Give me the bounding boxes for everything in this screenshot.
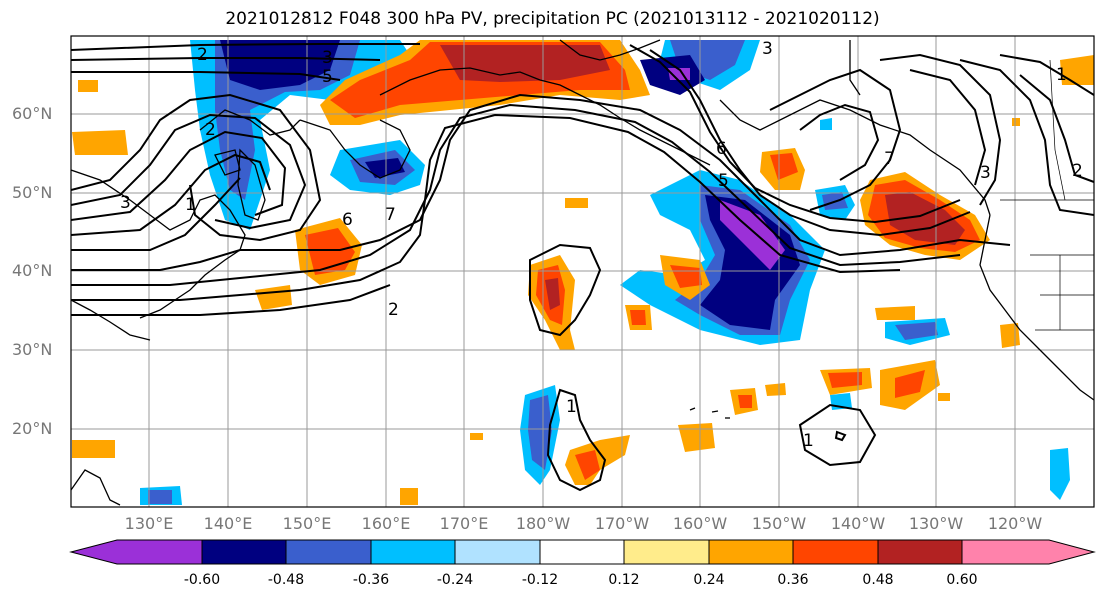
contour-label: 3 xyxy=(322,48,333,68)
lon-label: 130°E xyxy=(124,514,174,533)
negative-anomaly-small xyxy=(140,118,1070,505)
map-frame xyxy=(70,35,1095,508)
lat-label: 60°N xyxy=(12,104,53,123)
contour-label: 6 xyxy=(716,139,727,159)
negative-anomaly-northeast-pacific xyxy=(620,40,825,345)
colorbar-tick-label: 0.48 xyxy=(862,572,894,588)
lat-label: 30°N xyxy=(12,340,53,359)
colorbar-tick-label: -0.48 xyxy=(267,572,305,588)
colorbar-segment xyxy=(624,540,710,564)
lon-label: 160°E xyxy=(361,514,411,533)
colorbar-segment xyxy=(286,540,372,564)
lon-label: 130°W xyxy=(908,514,964,533)
contour-label: 2 xyxy=(1072,161,1083,181)
colorbar-segment xyxy=(878,540,963,564)
positive-anomaly-small xyxy=(72,55,1094,505)
lon-label: 120°W xyxy=(987,514,1043,533)
positive-anomaly-bering xyxy=(320,40,650,125)
map-title: 2021012812 F048 300 hPa PV, precipitatio… xyxy=(225,9,880,29)
colorbar-tick-label: -0.36 xyxy=(352,572,390,588)
colorbar-segment xyxy=(962,540,1049,564)
lon-label: 140°W xyxy=(830,514,886,533)
colorbar-segment xyxy=(455,540,541,564)
contour-label: 1 xyxy=(185,195,196,215)
contour-label: 2 xyxy=(197,45,208,65)
lat-label: 50°N xyxy=(12,183,53,202)
contour-label: 2 xyxy=(388,300,399,320)
colorbar-extend-right xyxy=(1049,540,1094,564)
colorbar-extend-left xyxy=(71,540,117,564)
contour-label: 7 xyxy=(884,149,895,169)
lon-label: 170°W xyxy=(594,514,650,533)
colorbar-segment xyxy=(117,540,203,564)
colorbar-segment xyxy=(371,540,456,564)
colorbar-outline xyxy=(69,539,1096,565)
lon-label: 180°W xyxy=(515,514,571,533)
lon-label: 160°W xyxy=(672,514,728,533)
lon-label: 170°E xyxy=(439,514,489,533)
colorbar-tick-label: 0.36 xyxy=(777,572,809,588)
colorbar-segment xyxy=(540,540,625,564)
contour-label: 5 xyxy=(718,171,729,191)
colorbar-tick-label: 0.12 xyxy=(608,572,640,588)
lat-label: 40°N xyxy=(12,261,53,280)
colorbar-tick-label: -0.60 xyxy=(183,572,221,588)
colorbar-segment xyxy=(709,540,794,564)
contour-label: 5 xyxy=(322,67,333,87)
contour-label: 2 xyxy=(205,120,216,140)
pv-contours xyxy=(71,43,1094,492)
contour-label: 3 xyxy=(980,163,991,183)
positive-anomaly-northeast-pacific xyxy=(760,148,990,260)
political-borders xyxy=(1000,59,1094,331)
contour-label: 7 xyxy=(385,205,396,225)
lon-label: 150°E xyxy=(282,514,332,533)
colorbar-tick-label: -0.12 xyxy=(521,572,559,588)
contour-label: 3 xyxy=(762,39,773,59)
contour-label: 6 xyxy=(342,210,353,230)
coastlines xyxy=(71,39,1094,506)
lon-label: 140°E xyxy=(203,514,253,533)
map-content: 2 3 5 3 1 6 7 6 5 7 3 2 2 3 1 1 1 2 xyxy=(71,36,1094,507)
colorbar xyxy=(69,539,1096,565)
colorbar-tick-label: 0.60 xyxy=(946,572,978,588)
colorbar-tick-label: -0.24 xyxy=(436,572,474,588)
colorbar-segment xyxy=(793,540,879,564)
contour-labels: 2 3 5 3 1 6 7 6 5 7 3 2 2 3 1 1 1 2 xyxy=(120,39,1083,451)
colorbar-segment xyxy=(202,540,287,564)
contour-label: 3 xyxy=(120,193,131,213)
contour-label: 1 xyxy=(566,397,577,417)
colorbar-tick-label: 0.24 xyxy=(693,572,725,588)
lat-label: 20°N xyxy=(12,419,53,438)
contour-label: 1 xyxy=(1056,65,1067,85)
lon-label: 150°W xyxy=(751,514,807,533)
contour-label: 1 xyxy=(803,431,814,451)
